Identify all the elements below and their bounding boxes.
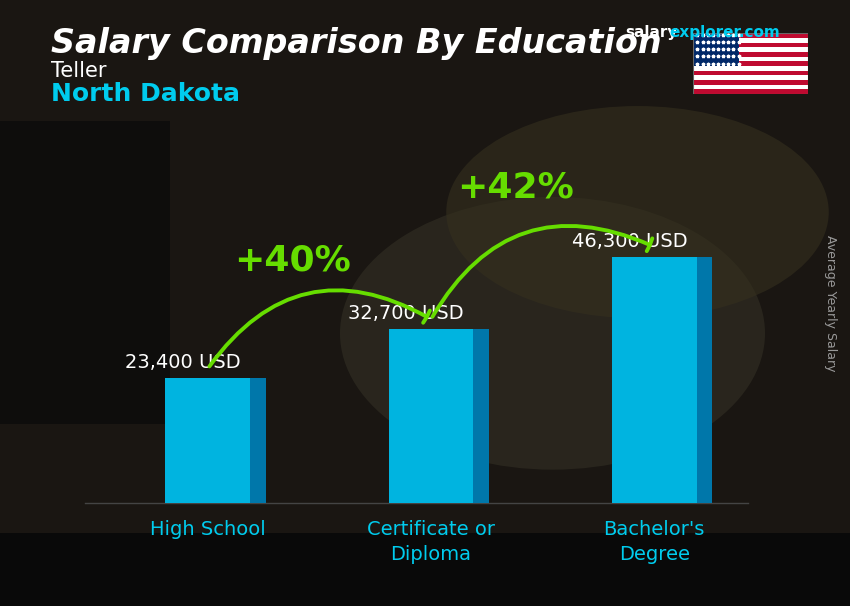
Bar <box>693 80 808 85</box>
Bar <box>693 52 808 56</box>
Bar <box>693 66 808 71</box>
Bar <box>693 75 808 80</box>
Bar <box>693 33 739 66</box>
Text: Teller: Teller <box>51 61 106 81</box>
Text: 46,300 USD: 46,300 USD <box>572 231 688 250</box>
Text: 23,400 USD: 23,400 USD <box>125 353 241 372</box>
Text: Salary Comparison By Education: Salary Comparison By Education <box>51 27 661 60</box>
Polygon shape <box>473 329 489 503</box>
Bar <box>693 33 808 38</box>
FancyBboxPatch shape <box>612 257 697 503</box>
Bar <box>693 56 808 61</box>
Text: explorer.com: explorer.com <box>669 25 779 41</box>
Bar <box>693 85 808 89</box>
Text: salary: salary <box>625 25 677 41</box>
Polygon shape <box>697 257 712 503</box>
FancyBboxPatch shape <box>388 329 473 503</box>
Bar <box>693 61 808 66</box>
Text: +40%: +40% <box>235 243 351 277</box>
Bar <box>693 42 808 47</box>
Text: +42%: +42% <box>457 171 575 205</box>
Text: North Dakota: North Dakota <box>51 82 240 106</box>
Text: 32,700 USD: 32,700 USD <box>348 304 464 323</box>
Polygon shape <box>250 379 266 503</box>
Bar <box>693 47 808 52</box>
FancyBboxPatch shape <box>166 379 250 503</box>
Bar <box>0 121 170 424</box>
Ellipse shape <box>446 106 829 318</box>
Text: Average Yearly Salary: Average Yearly Salary <box>824 235 837 371</box>
Bar <box>693 89 808 94</box>
Bar <box>0 533 850 606</box>
Ellipse shape <box>340 197 765 470</box>
Bar <box>693 71 808 75</box>
Bar <box>693 38 808 42</box>
